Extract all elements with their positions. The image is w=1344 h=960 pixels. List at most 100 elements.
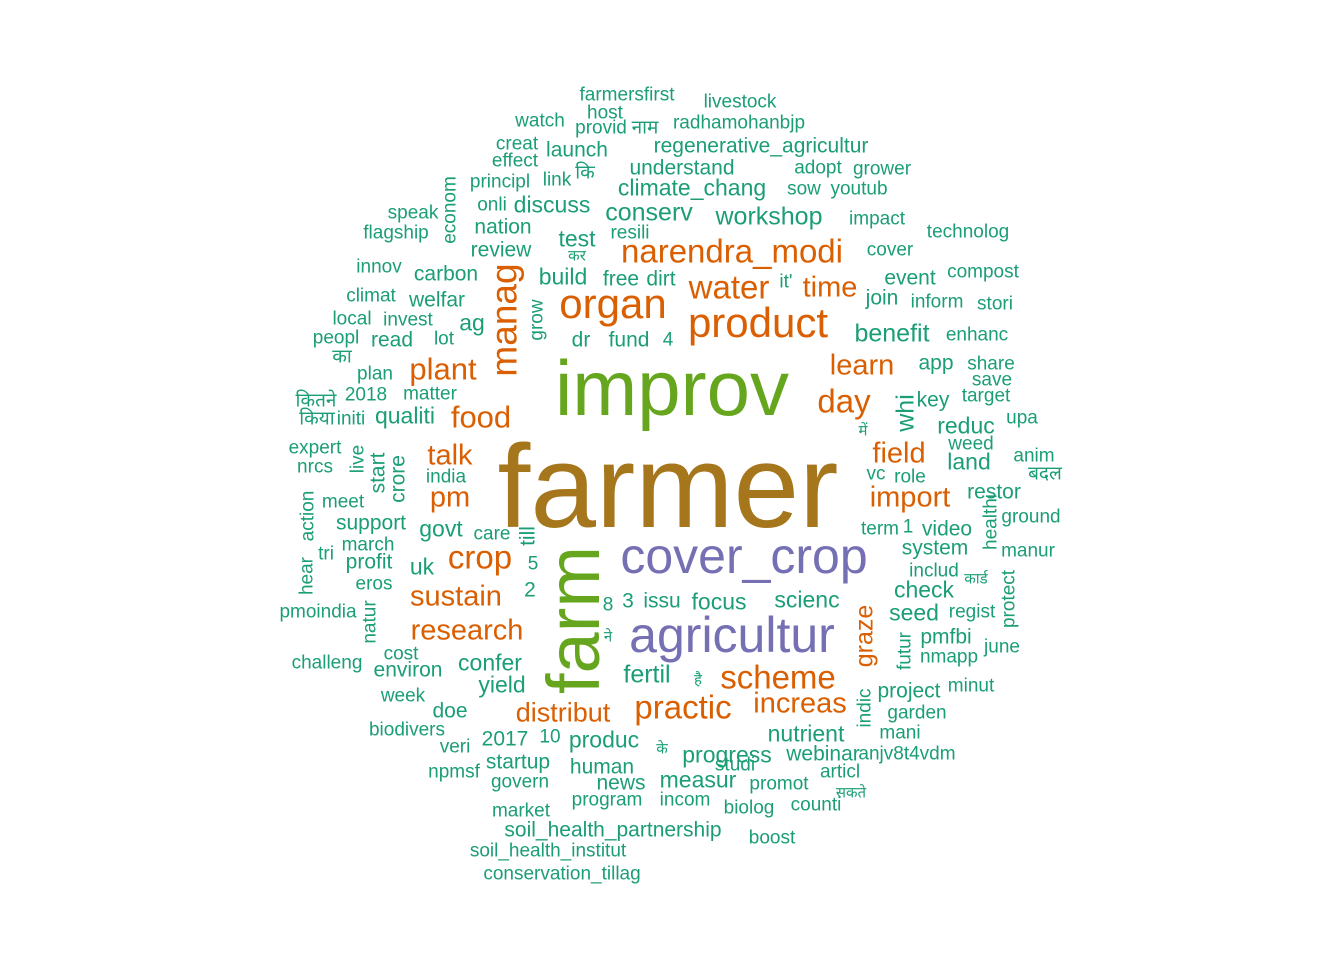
word-24: increas <box>753 687 847 720</box>
word-26: graze <box>850 604 879 668</box>
word-0: farmer <box>497 421 839 553</box>
word-58: test <box>558 225 596 252</box>
word-41: principl <box>469 171 531 193</box>
word-122: govt <box>419 515 463 542</box>
word-61: कर <box>568 247 586 265</box>
word-183: human <box>569 755 635 779</box>
word-67: it' <box>779 271 793 293</box>
word-177: progress <box>682 741 772 768</box>
word-170: nutrient <box>767 720 845 747</box>
word-193: biolog <box>723 797 775 819</box>
word-22: import <box>869 481 951 514</box>
word-14: plant <box>409 351 477 387</box>
word-35: launch <box>546 138 608 162</box>
word-105: expert <box>288 437 342 459</box>
word-80: enhanc <box>945 324 1009 346</box>
word-11: scheme <box>720 658 836 696</box>
word-27: farmersfirst <box>579 84 675 106</box>
word-129: march <box>341 534 395 556</box>
word-128: tri <box>318 543 334 565</box>
word-166: doe <box>432 699 468 723</box>
word-85: fund <box>608 328 650 352</box>
word-33: radhamohanbjp <box>672 112 806 134</box>
word-142: pmoindia <box>279 601 357 623</box>
word-130: system <box>901 536 969 560</box>
word-153: pmfbi <box>920 625 972 649</box>
word-88: app <box>918 351 954 375</box>
word-64: build <box>538 263 588 290</box>
word-19: learn <box>829 349 895 382</box>
word-178: webinar <box>786 742 860 766</box>
word-151: ने <box>603 628 613 646</box>
word-190: market <box>491 800 551 822</box>
word-161: है <box>694 671 702 689</box>
word-115: बदल <box>1028 463 1062 485</box>
word-150: regist <box>948 601 996 623</box>
word-185: govern <box>490 771 550 793</box>
word-109: nrcs <box>297 456 333 478</box>
word-174: produc <box>568 726 640 753</box>
word-162: yield <box>478 671 526 698</box>
word-103: में <box>858 422 868 440</box>
word-99: qualiti <box>374 402 436 429</box>
word-123: care <box>473 523 511 545</box>
word-163: week <box>380 685 426 707</box>
word-31: provid <box>575 117 627 139</box>
word-140: check <box>893 576 955 603</box>
word-72: join <box>865 286 899 310</box>
word-45: sow <box>787 178 821 200</box>
word-74: stori <box>977 293 1013 315</box>
word-54: flagship <box>363 222 429 244</box>
word-117: meet <box>321 491 365 513</box>
word-101: upa <box>1006 407 1038 429</box>
word-127: video <box>921 517 973 541</box>
word-7: narendra_modi <box>621 232 843 270</box>
word-62: innov <box>356 256 402 278</box>
word-81: peopl <box>312 327 360 349</box>
word-154: cost <box>383 643 419 665</box>
word-36: regenerative_agricultur <box>653 134 869 158</box>
word-23: pm <box>429 481 471 514</box>
word-73: inform <box>910 291 964 313</box>
word-50: conserv <box>605 198 693 227</box>
word-83: lot <box>433 328 455 350</box>
word-195: soil_health_partnership <box>504 818 722 842</box>
word-135: hear <box>296 556 318 596</box>
word-138: eros <box>355 573 393 595</box>
word-137: कार्ड <box>964 570 988 588</box>
word-94: matter <box>403 383 457 405</box>
word-114: role <box>894 466 926 488</box>
word-75: local <box>332 308 372 330</box>
word-91: save <box>971 369 1013 391</box>
word-158: environ <box>373 658 443 682</box>
word-169: biodivers <box>368 719 446 741</box>
word-148: scienc <box>774 586 840 613</box>
word-157: challeng <box>291 652 363 674</box>
word-95: key <box>916 388 950 412</box>
word-77: ag <box>459 309 485 336</box>
word-55: nation <box>474 215 532 239</box>
word-53: impact <box>849 208 905 230</box>
word-189: सकते <box>835 784 867 802</box>
word-120: ground <box>1001 506 1061 528</box>
word-188: promot <box>749 773 809 795</box>
word-68: event <box>884 266 936 290</box>
word-29: livestock <box>703 91 777 113</box>
word-179: anjv8t4vdm <box>858 743 956 765</box>
word-6: product <box>687 299 829 346</box>
word-8: water <box>688 268 770 306</box>
word-119: healthi <box>980 494 1002 550</box>
word-113: vc <box>866 463 886 485</box>
word-10: crop <box>447 538 513 576</box>
word-131: manur <box>1001 540 1055 562</box>
word-172: 2017 <box>481 727 529 751</box>
word-144: 8 <box>602 594 614 616</box>
word-65: free <box>602 267 640 291</box>
word-60: cover <box>866 239 914 261</box>
word-198: conservation_tillag <box>483 863 641 885</box>
word-28: host <box>587 102 623 124</box>
word-57: technolog <box>926 221 1010 243</box>
word-97: किया <box>299 408 335 430</box>
word-118: action <box>297 490 319 542</box>
word-71: welfar <box>408 288 466 312</box>
